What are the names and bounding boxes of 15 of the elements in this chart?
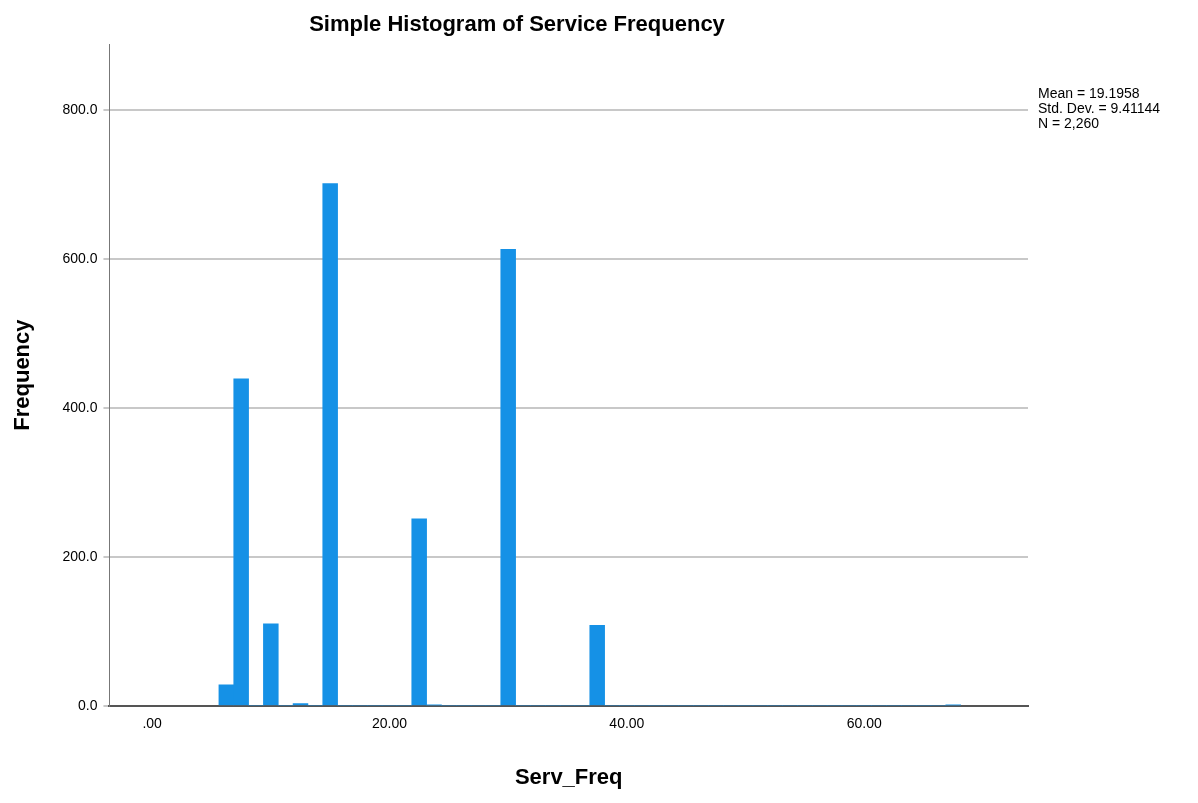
y-tick-label: 600.0: [62, 249, 98, 266]
chart-title: Simple Histogram of Service Frequency: [309, 11, 726, 37]
x-tick-label: 40.00: [609, 715, 645, 732]
y-tick-label: 200.0: [62, 547, 98, 564]
x-tick-label: 60.00: [846, 715, 882, 732]
x-tick-label: 20.00: [371, 715, 408, 732]
y-axis-title: Frequency: [9, 318, 35, 431]
text: N = 2,260: [1038, 115, 1101, 131]
y-tick-label: 400.0: [62, 398, 98, 415]
text: Std. Dev. = 9.41144: [1038, 100, 1161, 116]
x-tick-label: .00: [142, 715, 163, 732]
x-axis-title: Serv_Freq: [514, 763, 623, 789]
y-tick-label: 800.0: [62, 100, 98, 117]
text: Mean = 19.1958: [1038, 85, 1141, 101]
y-tick-label: 0.0: [77, 696, 98, 713]
